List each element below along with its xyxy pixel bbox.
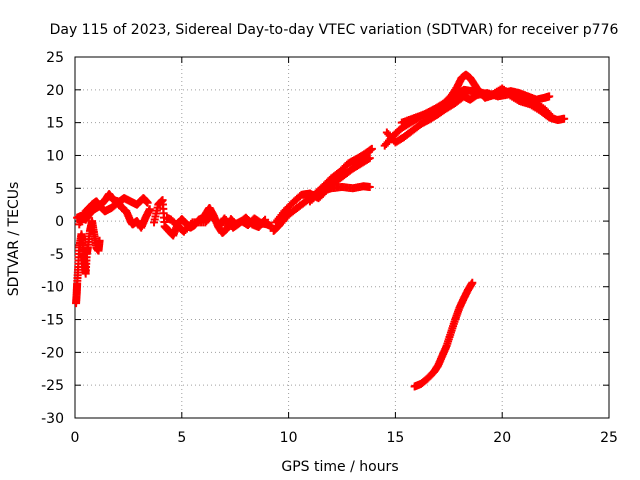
y-tick-label: 20: [46, 83, 64, 99]
y-tick-label: 10: [46, 148, 64, 164]
y-tick-label: -5: [50, 247, 64, 263]
data-point: [560, 114, 569, 123]
data-point: [143, 198, 152, 207]
y-axis-label: SDTVAR / TECUs: [6, 182, 22, 297]
data-point: [468, 278, 477, 287]
x-tick-label: 5: [177, 430, 186, 446]
data-point: [367, 144, 376, 153]
y-tick-label: 15: [46, 116, 64, 132]
x-tick-label: 0: [71, 430, 80, 446]
x-tick-label: 10: [280, 430, 298, 446]
chart-title: Day 115 of 2023, Sidereal Day-to-day VTE…: [50, 22, 619, 38]
y-tick-label: 25: [46, 50, 64, 66]
x-axis-label: GPS time / hours: [281, 459, 398, 475]
x-tick-label: 25: [600, 430, 618, 446]
data-point: [549, 114, 558, 123]
y-tick-label: -30: [41, 411, 64, 427]
x-tick-label: 20: [493, 430, 511, 446]
data-point: [261, 215, 270, 224]
y-tick-label: -10: [41, 280, 64, 296]
data-point: [365, 182, 374, 191]
plot-frame: [74, 56, 610, 419]
y-tick-label: 5: [55, 181, 64, 197]
data-point: [365, 154, 374, 163]
data-point: [260, 216, 269, 225]
data-points: [72, 70, 569, 391]
y-tick-label: -15: [41, 313, 64, 329]
y-tick-label: 0: [55, 214, 64, 230]
data-point: [145, 205, 154, 214]
data-point: [548, 113, 557, 122]
grid: [75, 57, 609, 418]
y-tick-label: -20: [41, 345, 64, 361]
data-point: [95, 236, 104, 245]
axis-ticks: 0 5 10 15 20 25 -30 -25 -20 -15 -10 -5 0 5 10 15 20 25: [41, 50, 618, 446]
y-tick-label: -25: [41, 378, 64, 394]
data-point: [545, 92, 554, 101]
x-tick-label: 15: [386, 430, 404, 446]
